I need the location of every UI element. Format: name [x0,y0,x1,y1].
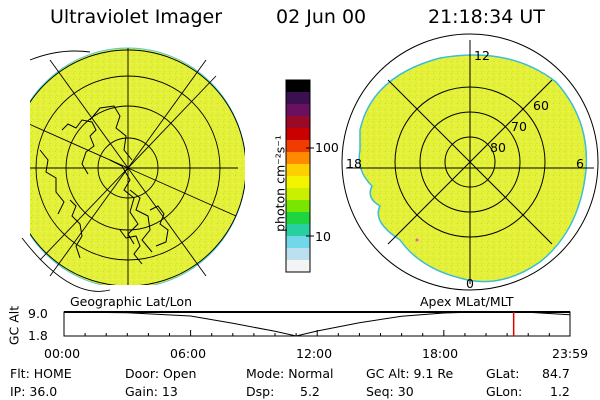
timeline-xtick-1800: 18:00 [422,346,459,361]
timeline-xtick-0000: 00:00 [44,346,81,361]
coastline [129,189,153,253]
timeline-axis-label: GC Alt [6,305,22,346]
colorbar-segment [286,140,310,153]
coastline [61,119,97,175]
mlat-label-60: 60 [533,98,549,113]
info-row-1: Flt: HOME Door: Open Mode: Normal GC Alt… [10,366,600,382]
coastline [119,229,143,265]
coastline [89,105,133,161]
left-edge-arc [29,50,91,61]
header-date: 02 Jun 00 [276,6,367,28]
colorbar-segment [286,128,310,141]
left-geographic-map [21,47,245,292]
colorbar-segment [286,152,310,165]
info-door: Door: Open [125,366,197,381]
info-glat-label: GLat: [486,366,520,381]
coastline [109,159,139,245]
colorbar-segment [286,116,310,129]
colorbar-segment [286,224,310,237]
colorbar-segment [286,212,310,225]
info-ip: IP: 36.0 [10,384,58,399]
info-gc-alt: GC Alt: 9.1 Re [366,366,454,381]
colorbar-segment [286,248,310,261]
right-polar-map [341,33,599,291]
polar-dot [415,238,419,242]
colorbar-frame [285,79,311,273]
mlt-meridian-line [387,79,553,245]
coastline [69,199,83,259]
info-flight: Flt: HOME [10,366,72,381]
info-dsp-value: 5.2 [300,384,320,399]
left-map-caption: Geographic Lat/Lon [70,294,192,309]
mlt-label-6: 6 [576,156,584,171]
colorbar-segment [286,260,310,273]
colorbar-segment [286,92,310,105]
left-map-grid [21,48,245,292]
info-glon-value: 1.2 [550,384,570,399]
colorbar-unit-label: photon cm⁻²s⁻¹ [272,135,288,232]
timeline-ytick-bottom: 1.8 [28,328,48,343]
left-edge-arc [21,237,111,292]
colorbar-segment [286,80,310,93]
mlat-label-80: 80 [490,140,506,155]
timeline-xtick-2359: 23:59 [552,346,589,361]
instrument-title: Ultraviolet Imager [50,6,223,28]
timeline-ytick-top: 9.0 [28,306,48,321]
header-time: 21:18:34 UT [428,6,545,28]
colorbar-segment [286,236,310,249]
info-gain: Gain: 13 [125,384,178,399]
right-map-caption: Apex MLat/MLT [420,294,514,309]
colorbar-tick-100: 100 [315,140,339,155]
mlat-label-70: 70 [511,119,527,134]
altitude-timeline [63,311,571,337]
info-glon-label: GLon: [486,384,523,399]
coastline [39,149,65,215]
mlt-label-0: 0 [466,276,474,291]
polar-grid [346,40,594,284]
info-dsp-label: Dsp: [246,384,275,399]
info-row-2: IP: 36.0 Gain: 13 Dsp: 5.2 Seq: 30 GLon:… [10,384,600,400]
timeline-top-rule [64,311,570,313]
timeline-xtick-1200: 12:00 [296,346,333,361]
mlt-label-18: 18 [346,156,362,171]
colorbar-segment [286,104,310,117]
colorbar-segment [286,164,310,177]
colorbar-segment [286,200,310,213]
mlt-label-12: 12 [474,48,490,63]
left-meridian-line [49,59,207,277]
colorbar [285,79,314,273]
info-glat-value: 84.7 [542,366,570,381]
altitude-curve [63,311,571,337]
colorbar-segment [286,188,310,201]
info-mode: Mode: Normal [246,366,334,381]
colorbar-segment [286,176,310,189]
info-seq: Seq: 30 [366,384,414,399]
colorbar-tick-10: 10 [315,229,331,244]
left-map-coastlines [39,105,169,265]
coastline [149,205,169,247]
timeline-xtick-0600: 06:00 [170,346,207,361]
